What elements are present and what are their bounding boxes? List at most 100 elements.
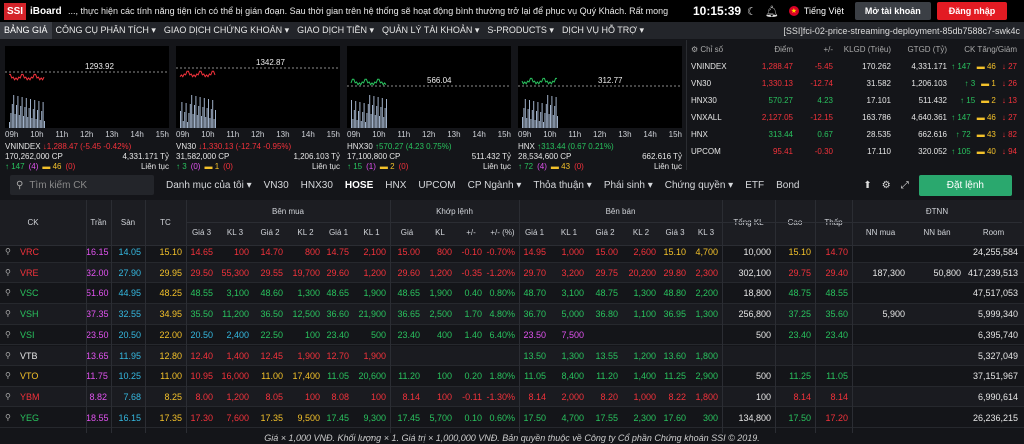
- table-row[interactable]: ⚲ VSH 37.35 32.55 34.95 35.50 11,200 36.50 12,50…: [0, 304, 1024, 325]
- cell-mg: 8.14: [402, 391, 420, 402]
- tab-thỏa-thuận[interactable]: Thỏa thuận ▾: [533, 180, 591, 191]
- menu-cong-cu-phan-tich[interactable]: CÔNG CỤ PHÂN TÍCH ▾: [55, 25, 156, 35]
- pin-icon[interactable]: ⚲: [5, 391, 11, 401]
- ssi-logo[interactable]: SSI: [4, 2, 26, 20]
- login-button[interactable]: Đăng nhập: [936, 2, 1008, 20]
- stock-search[interactable]: ⚲ Tìm kiếm CK: [10, 175, 154, 195]
- stock-symbol[interactable]: YBM: [20, 391, 40, 402]
- cell-s3: 11.25: [664, 371, 686, 382]
- time-tick: 14h: [301, 130, 315, 139]
- stock-symbol[interactable]: VSH: [20, 309, 39, 320]
- index-row[interactable]: VNXALL 2,127.05 -12.15 163.786 4,640.361 ↑ 14…: [687, 109, 1024, 126]
- cell-tran: 16.15: [86, 247, 109, 257]
- index-breadth: ↑ 72 ▬ 43 ↓ 82: [947, 130, 1021, 139]
- cell-lo: 8.14: [830, 391, 848, 402]
- stock-symbol[interactable]: VRE: [20, 267, 39, 278]
- chevron-down-icon: ▾: [584, 179, 592, 191]
- menu-giao-dich-chung-khoan[interactable]: GIAO DỊCH CHỨNG KHOÁN ▾: [163, 25, 290, 35]
- table-row[interactable]: ⚲ VRE 32.00 27.90 29.95 29.50 55,300 29.55 19,70…: [0, 262, 1024, 284]
- table-row[interactable]: ⚲ VSI 23.50 20.50 22.00 20.50 2,400 22.50 100 23.…: [0, 325, 1024, 346]
- cell-tot: 134,800: [738, 412, 771, 423]
- stock-symbol[interactable]: VTB: [20, 350, 38, 361]
- tab-hose[interactable]: HOSE: [345, 180, 373, 191]
- cell-s3k: 1,800: [695, 350, 718, 361]
- index-row[interactable]: VN30 1,330.13 -12.74 31.582 1,206.103 ↑ 3 ▬ 1 ↓…: [687, 75, 1024, 92]
- tab-hnx[interactable]: HNX: [385, 180, 406, 191]
- index-row[interactable]: HNX30 570.27 4.23 17.101 511.432 ↑ 15 ▬ 2 ↓ 13: [687, 92, 1024, 109]
- tab-upcom[interactable]: UPCOM: [418, 180, 455, 191]
- upload-icon[interactable]: ⬆: [863, 179, 872, 191]
- index-name: VN30: [691, 79, 712, 88]
- stock-symbol[interactable]: VSI: [20, 329, 35, 340]
- pin-icon[interactable]: ⚲: [5, 329, 11, 339]
- menu-label: GIAO DỊCH CHỨNG KHOÁN: [163, 25, 283, 35]
- tab-vn30[interactable]: VN30: [264, 180, 289, 191]
- pin-icon[interactable]: ⚲: [5, 309, 11, 319]
- menu-s-products[interactable]: S-PRODUCTS ▾: [487, 25, 554, 35]
- mini-chart-vnindex[interactable]: 1293.92 09h 10h 11h 12h 13h 14h 15h VNINDEX ↓1,2…: [5, 46, 169, 171]
- col-chi-so: ⚙ Chỉ số: [687, 45, 747, 54]
- pin-icon[interactable]: ⚲: [5, 267, 11, 277]
- menu-quan-ly-tai-khoan[interactable]: QUẢN LÝ TÀI KHOẢN ▾: [382, 25, 480, 35]
- mini-chart-hnx[interactable]: 312.77 09h 10h 11h 12h 13h 14h 15h HNX ↑313.44 (…: [518, 46, 682, 171]
- cell-s2: [588, 325, 618, 346]
- cell-b3k: 7,600: [226, 412, 249, 423]
- table-row[interactable]: ⚲ VRC 16.15 14.05 15.10 14.65 100 14.70 800 14.75…: [0, 246, 1024, 263]
- dash-icon: ▬: [981, 96, 992, 105]
- pin-icon[interactable]: ⚲: [5, 412, 11, 422]
- arrows-icon[interactable]: ⤢: [900, 179, 909, 191]
- tab-bond[interactable]: Bond: [776, 180, 799, 191]
- cell-tran: 8.82: [89, 391, 107, 402]
- price-board-body: ⚲ VRC 16.15 14.05 15.10 14.65 100 14.70 800 14.75…: [0, 246, 1024, 433]
- gear-icon[interactable]: ⚙: [881, 179, 891, 191]
- language-selector[interactable]: Tiếng Việt: [803, 6, 844, 16]
- pin-icon[interactable]: ⚲: [5, 288, 11, 298]
- moon-icon[interactable]: ☾: [747, 5, 757, 18]
- settings-icon[interactable]: ⚙: [691, 44, 699, 54]
- cell-mg: 36.65: [397, 309, 420, 320]
- tab-label: VN30: [263, 179, 289, 191]
- tab-danh-mục-của-tôi[interactable]: Danh mục của tôi ▾: [166, 180, 252, 191]
- header-divider: [186, 222, 1022, 223]
- vietnam-flag-icon[interactable]: ★: [788, 6, 799, 16]
- tab-cp-ngành[interactable]: CP Ngành ▾: [468, 180, 522, 191]
- pin-icon[interactable]: ⚲: [5, 247, 11, 256]
- search-input[interactable]: Tìm kiếm CK: [29, 179, 88, 191]
- index-row[interactable]: HNX 313.44 0.67 28.535 662.616 ↑ 72 ▬ 43 ↓ 82: [687, 126, 1024, 143]
- place-order-button[interactable]: Đặt lệnh: [918, 174, 1012, 196]
- stock-symbol[interactable]: VSC: [20, 288, 39, 299]
- breadth-icon: ↑: [5, 162, 12, 171]
- tab-chứng-quyền[interactable]: Chứng quyền ▾: [665, 180, 733, 191]
- cell-s3k: 2,200: [695, 288, 718, 299]
- table-row[interactable]: ⚲ YBM 8.82 7.68 8.25 8.00 1,200 8.05 100 8.08 100 8…: [0, 386, 1024, 408]
- pin-icon[interactable]: ⚲: [5, 350, 11, 360]
- index-row[interactable]: VNINDEX 1,288.47 -5.45 170.262 4,331.171 ↑ 14…: [687, 58, 1024, 75]
- cell-s1: 8.14: [528, 391, 546, 402]
- cell-b1: 8.08: [331, 391, 349, 402]
- menu-dich-vu-ho-tro[interactable]: DỊCH VỤ HỖ TRỢ ▾: [561, 25, 645, 35]
- stock-symbol[interactable]: VTO: [20, 371, 39, 382]
- menu-bang-gia[interactable]: BẢNG GIÁ: [0, 22, 52, 39]
- menu-label: GIAO DỊCH TIỀN: [297, 25, 367, 35]
- col-gia1: Giá 1: [328, 228, 349, 237]
- index-row[interactable]: UPCOM 95.41 -0.30 17.110 320.052 ↑ 105 ▬ 40 ↓ 9…: [687, 143, 1024, 160]
- cell-b3: 10.95: [190, 371, 213, 382]
- bell-icon[interactable]: 🔔︎: [764, 5, 779, 18]
- table-row[interactable]: ⚲ YEG 18.55 16.15 17.35 17.30 7,600 17.35 9,500 1…: [0, 408, 1024, 429]
- cell-s3: [660, 325, 686, 346]
- stock-symbol[interactable]: YEG: [20, 412, 40, 423]
- mini-chart-hnx30[interactable]: 566.04 09h 10h 11h 12h 13h 14h 15h HNX30 ↑570.27…: [347, 46, 511, 171]
- table-row[interactable]: ⚲ VSC 51.60 44.95 48.25 48.55 3,100 48.60 1,300 4…: [0, 283, 1024, 304]
- menu-giao-dich-tien[interactable]: GIAO DỊCH TIỀN ▾: [297, 25, 374, 35]
- open-account-button[interactable]: Mở tài khoản: [854, 2, 931, 20]
- stock-symbol[interactable]: VRC: [20, 247, 40, 257]
- table-row[interactable]: ⚲ VTB 13.65 11.95 12.80 12.40 1,400 12.45 1,900 1…: [0, 345, 1024, 366]
- tab-phái-sinh[interactable]: Phái sinh ▾: [604, 180, 653, 191]
- tab-etf[interactable]: ETF: [745, 180, 764, 191]
- time-tick: 11h: [568, 130, 582, 139]
- mini-chart-vn30[interactable]: 1342.87 09h 10h 11h 12h 13h 14h 15h VN30 ↓1,330.…: [176, 46, 340, 171]
- cell-b1: 14.75: [326, 247, 349, 257]
- tab-hnx30[interactable]: HNX30: [301, 180, 333, 191]
- table-row[interactable]: ⚲ VTO 11.75 10.25 11.00 10.95 16,000 11.00 17,40…: [0, 366, 1024, 387]
- pin-icon[interactable]: ⚲: [5, 371, 11, 381]
